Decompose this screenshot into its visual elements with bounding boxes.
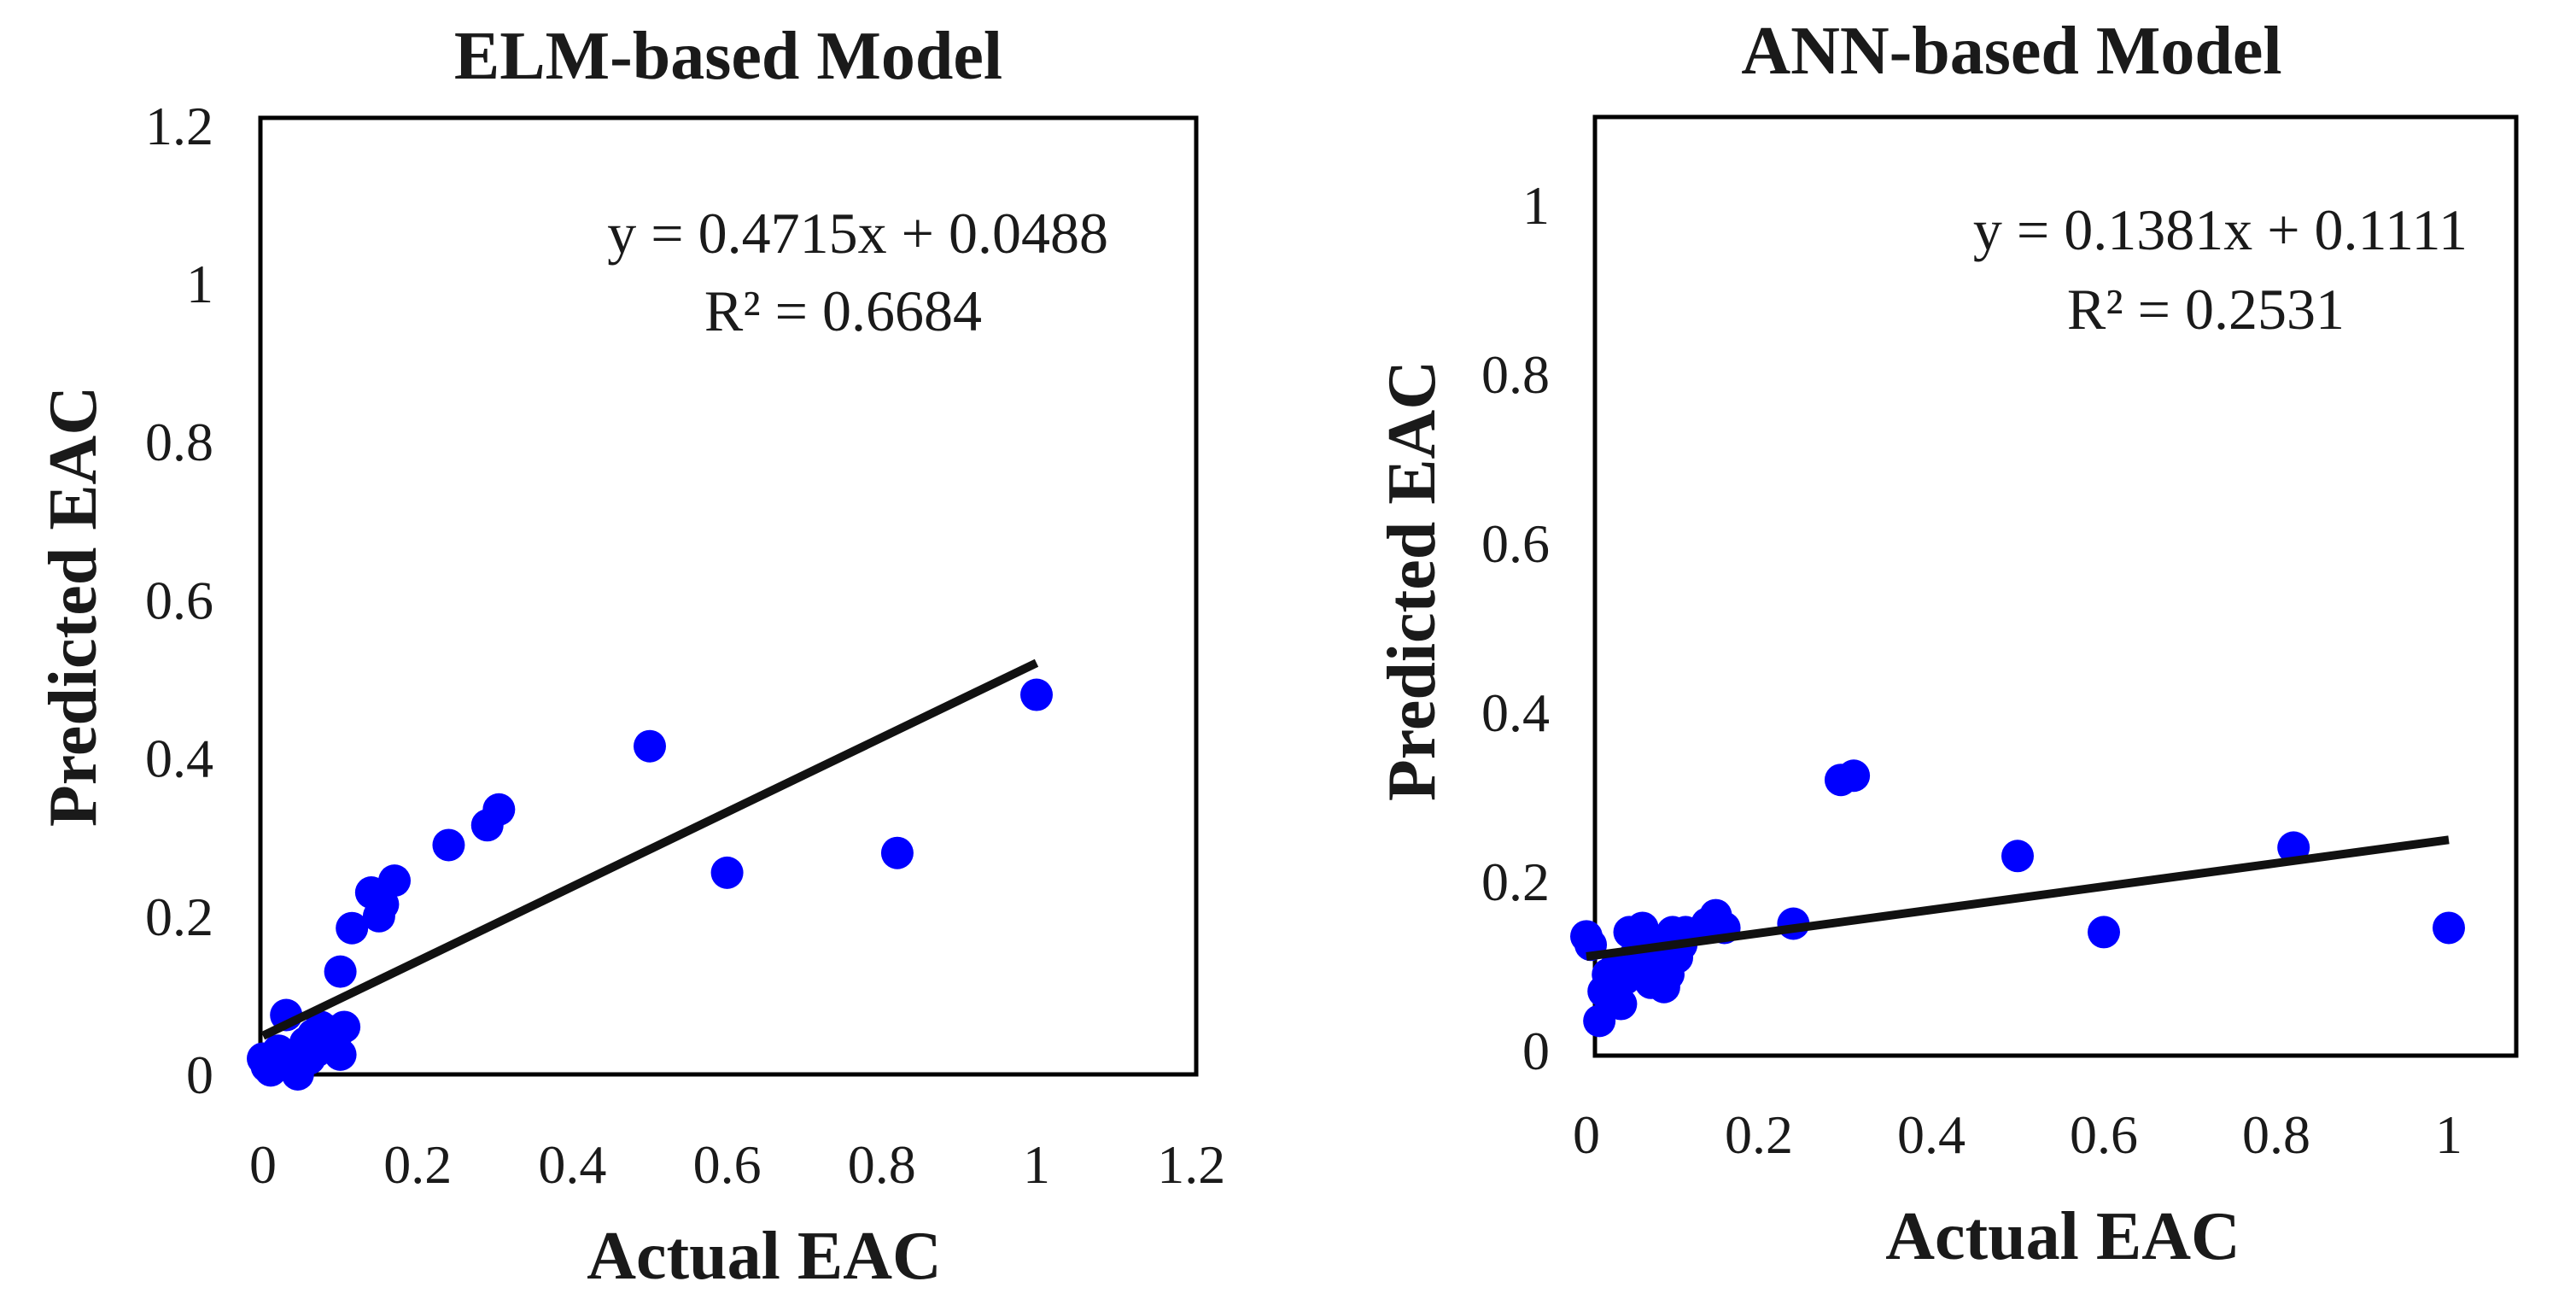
ann-data-point <box>2088 916 2120 949</box>
elm-data-point <box>324 955 357 988</box>
ann-x-tick-label: 0.4 <box>1897 1104 1966 1165</box>
ann-y-axis-label: Predicted EAC <box>1375 360 1450 801</box>
elm-data-point <box>324 1038 357 1071</box>
ann-data-point <box>1604 987 1638 1021</box>
ann-x-tick-label: 0 <box>1573 1104 1600 1165</box>
elm-data-point <box>482 793 516 826</box>
elm-y-tick-label: 0.8 <box>145 412 213 472</box>
elm-data-point <box>1020 678 1053 711</box>
ann-data-point <box>2433 911 2465 945</box>
ann-r-squared: R² = 0.2531 <box>2067 277 2345 342</box>
elm-y-tick-labels: 0 0.2 0.4 0.6 0.8 1 1.2 <box>145 96 213 1105</box>
ann-y-tick-label: 0.8 <box>1481 344 1550 405</box>
elm-x-axis-label: Actual EAC <box>587 1219 942 1294</box>
ann-chart: ANN-based Model 0 0.2 0.4 0.6 0.8 1 0 0.2 0.4 0.… <box>1375 14 2519 1274</box>
elm-data-point <box>634 729 666 763</box>
elm-data-point <box>328 1010 361 1044</box>
elm-x-tick-label: 0 <box>249 1134 277 1195</box>
elm-y-tick-label: 0.2 <box>145 887 213 947</box>
ann-data-point <box>2001 840 2034 873</box>
elm-x-tick-label: 1 <box>1023 1134 1050 1195</box>
elm-chart: ELM-based Model 0 0.2 0.4 0.6 0.8 1 1.2 0 0.2 0.… <box>36 19 1225 1294</box>
elm-y-tick-label: 1.2 <box>145 96 213 156</box>
elm-y-tick-label: 0.4 <box>145 729 213 789</box>
ann-equation: y = 0.1381x + 0.1111 <box>1973 197 2468 262</box>
ann-x-tick-label: 0.8 <box>2242 1104 2310 1165</box>
ann-y-tick-labels: 0 0.2 0.4 0.6 0.8 1 <box>1481 175 1550 1081</box>
ann-x-axis-label: Actual EAC <box>1885 1199 2240 1274</box>
ann-y-tick-label: 0.6 <box>1481 513 1550 574</box>
ann-x-tick-label: 0.6 <box>2070 1104 2138 1165</box>
elm-data-point <box>880 836 914 869</box>
elm-x-tick-label: 1.2 <box>1157 1134 1225 1195</box>
ann-x-tick-label: 1 <box>2435 1104 2462 1165</box>
elm-data-point <box>378 864 412 898</box>
elm-data-point <box>432 828 465 862</box>
elm-r-squared: R² = 0.6684 <box>704 278 982 343</box>
elm-plot-frame <box>258 115 1199 1077</box>
elm-points <box>247 678 1053 1091</box>
ann-y-tick-label: 0.4 <box>1481 682 1550 743</box>
elm-x-tick-labels: 0 0.2 0.4 0.6 0.8 1 1.2 <box>249 1134 1225 1195</box>
ann-trendline <box>1586 835 2450 961</box>
elm-x-tick-label: 0.2 <box>383 1134 452 1195</box>
elm-x-tick-label: 0.6 <box>693 1134 762 1195</box>
elm-data-point <box>710 856 744 889</box>
elm-trendline <box>260 658 1039 1040</box>
elm-y-tick-label: 0.6 <box>145 570 213 630</box>
ann-x-tick-label: 0.2 <box>1725 1104 1793 1165</box>
elm-y-tick-label: 0 <box>186 1045 213 1105</box>
elm-y-tick-label: 1 <box>186 254 213 314</box>
elm-y-axis-label: Predicted EAC <box>36 386 111 827</box>
ann-plot-frame <box>1592 114 2519 1058</box>
ann-chart-title: ANN-based Model <box>1741 14 2281 89</box>
ann-y-tick-label: 0 <box>1522 1021 1550 1081</box>
elm-data-point <box>336 911 369 945</box>
ann-y-tick-label: 1 <box>1522 175 1550 236</box>
elm-equation: y = 0.4715x + 0.0488 <box>607 201 1108 266</box>
elm-chart-title: ELM-based Model <box>454 19 1002 94</box>
elm-x-tick-label: 0.4 <box>538 1134 606 1195</box>
ann-y-tick-label: 0.2 <box>1481 851 1550 912</box>
ann-x-tick-labels: 0 0.2 0.4 0.6 0.8 1 <box>1573 1104 2462 1165</box>
elm-x-tick-label: 0.8 <box>848 1134 916 1195</box>
ann-data-point <box>1837 759 1871 793</box>
